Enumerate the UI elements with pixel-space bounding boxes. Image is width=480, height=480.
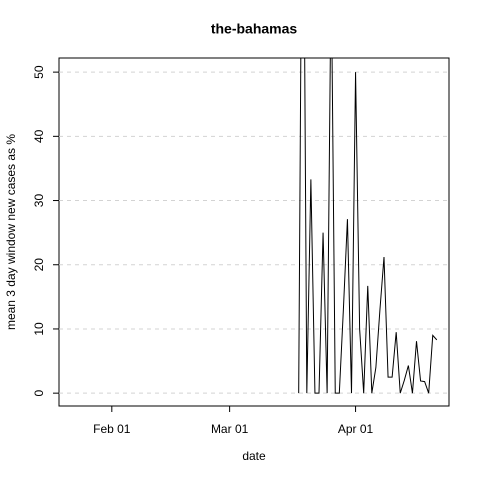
y-tick-label: 20 bbox=[32, 258, 46, 272]
y-tick-label: 40 bbox=[32, 129, 46, 143]
y-tick-label: 10 bbox=[32, 322, 46, 336]
x-tick-label: Feb 01 bbox=[93, 422, 131, 436]
data-line bbox=[298, 58, 438, 394]
x-tick-label: Mar 01 bbox=[211, 422, 249, 436]
y-tick-label: 0 bbox=[32, 390, 46, 397]
x-tick-label: Apr 01 bbox=[338, 422, 374, 436]
plot-frame bbox=[58, 57, 450, 407]
x-axis-label: date bbox=[242, 449, 266, 463]
y-axis-label: mean 3 day window new cases as % bbox=[4, 134, 18, 330]
y-tick-label: 50 bbox=[32, 65, 46, 79]
chart-title: the-bahamas bbox=[211, 21, 298, 37]
y-tick-label: 30 bbox=[32, 194, 46, 208]
